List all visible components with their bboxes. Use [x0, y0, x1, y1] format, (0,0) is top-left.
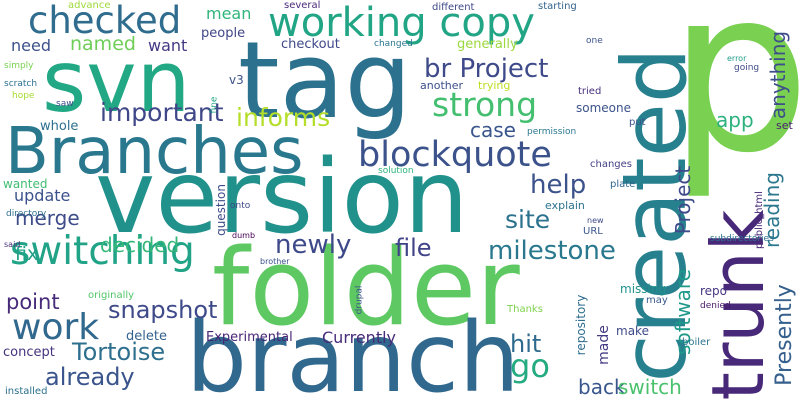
word-repo: repo [700, 284, 728, 298]
word-brother: brother [260, 257, 290, 266]
word-branch: branch [186, 302, 520, 400]
word-wanted: wanted [3, 177, 48, 191]
word-people: people [201, 26, 246, 41]
word-snapshot: snapshot [108, 296, 218, 324]
word-said: said [4, 240, 21, 249]
word-drupal: drupal [354, 285, 365, 315]
word-another: another [420, 79, 464, 92]
word-may: may [646, 295, 668, 306]
word-decided: decided [100, 233, 180, 257]
word-trying: trying [478, 79, 511, 92]
word-point: point [6, 290, 60, 314]
word-tried: tried [578, 86, 602, 97]
word-make: make [616, 324, 649, 338]
word-switching: switching [10, 229, 195, 274]
word-denied: denied [700, 301, 731, 311]
word-help: help [530, 170, 587, 200]
word-site: site [505, 205, 551, 234]
word-checked: checked [28, 0, 182, 42]
word-missing: missing [620, 282, 667, 296]
word-fix: fix [15, 243, 39, 265]
word-back: back [578, 375, 626, 399]
word-mean: mean [206, 4, 252, 23]
word-blockquote: blockquote [358, 135, 552, 175]
word-p: p [668, 0, 800, 203]
word-v3: v3 [229, 73, 244, 87]
word-simply: simply [4, 61, 34, 71]
word-someone: someone [576, 101, 631, 115]
word-different: different [432, 2, 475, 13]
word-question: question [214, 184, 228, 236]
word-error: error [727, 54, 747, 63]
word-set: set [776, 119, 793, 132]
word-newly: newly [275, 230, 352, 260]
word-want: want [148, 36, 188, 55]
word-case: case [470, 118, 516, 142]
word-dumb: dumb [232, 231, 256, 240]
word-need: need [11, 36, 51, 55]
word-named: named [70, 33, 136, 55]
word-work: work [12, 307, 100, 348]
word-solution: solution [378, 166, 414, 176]
word-presently: Presently [772, 284, 797, 386]
word-branches: Branches [5, 115, 304, 189]
word-made: made [596, 325, 612, 365]
word-scratch: scratch [4, 79, 38, 89]
word-currently: Currently [322, 328, 397, 347]
word-put: put [629, 117, 646, 128]
word-version: version [95, 138, 469, 257]
word-one: one [586, 36, 603, 46]
word-installed: installed [5, 386, 48, 397]
word-explain: explain [545, 199, 585, 212]
word-directory: directory [6, 209, 47, 219]
word-update: update [14, 186, 71, 205]
word-concept: concept [3, 345, 55, 360]
word-repository: repository [574, 294, 588, 356]
word-hit: hit [510, 330, 542, 358]
word-changes: changes [590, 159, 633, 170]
word-switch: switch [618, 375, 682, 399]
word-changed: changed [374, 39, 413, 49]
word-plate: plate [610, 179, 636, 190]
word-onto: onto [230, 201, 251, 211]
word-starting: starting [538, 1, 577, 12]
word-checkout: checkout [281, 37, 340, 52]
word-generally: generally [457, 37, 518, 52]
word-strong: strong [432, 85, 538, 124]
word-experimental: Experimental [206, 330, 293, 345]
word-anything: anything [766, 30, 790, 120]
word-milestone: milestone [488, 236, 616, 266]
word-going: going [734, 63, 760, 73]
word-several: several [284, 0, 321, 11]
word-merge: merge [15, 206, 80, 230]
word-delete: delete [126, 329, 167, 344]
word-permission: permission [527, 127, 577, 137]
word-new: new [587, 216, 604, 225]
word-hope: hope [12, 91, 35, 101]
word-already: already [45, 363, 135, 391]
word-whole: whole [40, 119, 79, 134]
word-project: Project [671, 165, 695, 235]
word-saw: saw [56, 99, 74, 109]
word-working-copy: working copy [268, 0, 535, 46]
word-app: app [716, 108, 754, 132]
word-folder: folder [212, 226, 520, 349]
word-tortoise: Tortoise [72, 338, 166, 366]
word-public-html: public_html [754, 191, 765, 249]
word-fine: fine [209, 96, 220, 114]
word-thanks: Thanks [507, 304, 543, 315]
word-boiler: boiler [682, 337, 711, 348]
word-file: file [395, 234, 432, 262]
word-advance: advance [68, 0, 111, 11]
word-originally: originally [88, 290, 135, 301]
word-url: URL [583, 226, 603, 237]
word-go: go [510, 347, 550, 385]
word-informs: informs [236, 103, 331, 132]
word-important: important [100, 98, 224, 127]
word-svn: svn [42, 33, 191, 132]
word-br-project: br Project [424, 54, 549, 84]
word-subdirectories: subdirectories [710, 234, 774, 244]
word-tag: tag [238, 19, 412, 142]
